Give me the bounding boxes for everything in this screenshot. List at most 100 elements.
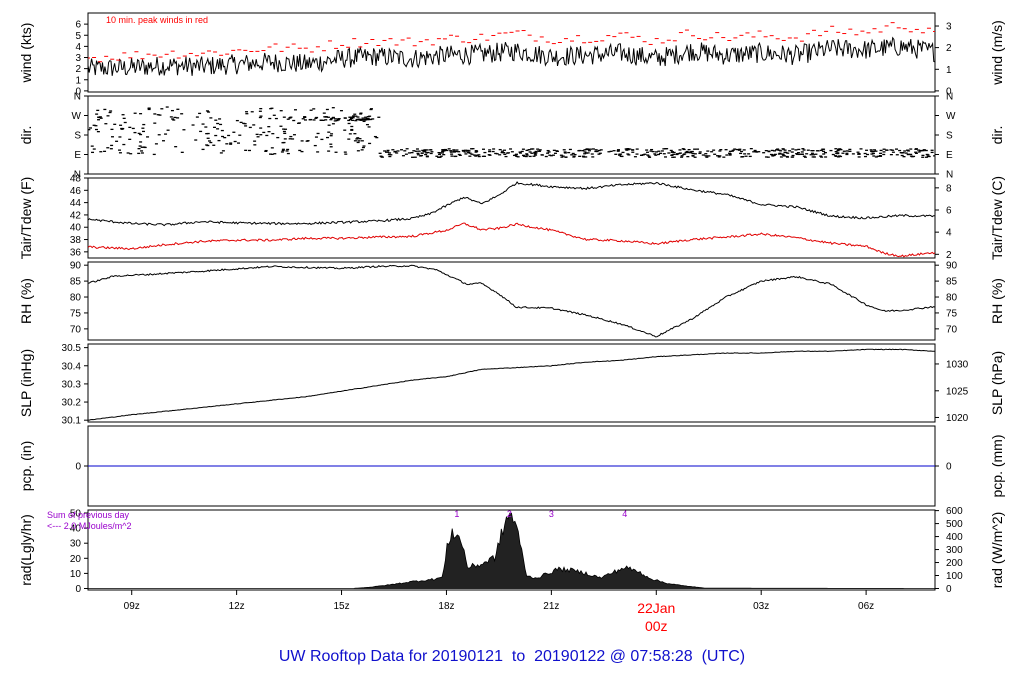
left-tick-label: 36 [70,247,82,258]
left-tick-label: 10 [70,569,82,580]
right-tick-label: 3 [946,22,952,33]
panel-pcp: 0 0 pcp. (in) pcp. (mm) [18,425,1005,507]
right-tick-label: 4 [946,228,952,239]
temp-dew-line [88,222,935,258]
time-tick-label: 09z [124,601,140,612]
right-tick-label: W [946,111,956,122]
left-tick-label: 85 [70,277,82,288]
slp-slp-line [88,348,935,421]
left-tick-label: 70 [70,324,82,335]
left-tick-label: 30.1 [62,416,82,427]
peak-wind-note: 10 min. peak winds in red [106,15,208,25]
series-group [88,348,935,421]
panel-frame [87,12,936,93]
rad-marker-label: 1 [454,509,459,519]
right-tick-label: 2 [946,250,952,261]
left-tick-label: 0 [75,86,81,97]
right-tick-label: 90 [946,261,958,272]
panel-frame [87,261,936,341]
rad-marker-label: 4 [622,509,627,519]
rh-rh-line [88,264,935,338]
rad-sum-note: Sum of previous day [47,510,130,520]
time-tick-label: 06z [858,601,874,612]
chart-footer-title: UW Rooftop Data for 20190121 to 20190122… [278,648,746,665]
rad-marker-label: 3 [549,509,554,519]
time-tick-label: 03z [753,601,769,612]
left-tick-label: S [74,131,81,142]
left-tick-label: 6 [75,20,81,31]
y-axis-label-right: wind (m/s) [989,20,1005,86]
right-tick-label: 85 [946,277,958,288]
left-tick-label: W [72,111,82,122]
right-tick-label: 2 [946,43,952,54]
left-tick-label: 4 [75,42,81,53]
left-tick-label: 38 [70,235,82,246]
right-tick-label: 500 [946,519,963,530]
panel-slp: 30.1 30.2 30.3 30.4 30.5 1020 1025 1030 SLP (inH… [18,343,1005,427]
left-tick-label: 90 [70,261,82,272]
right-tick-label: N [946,92,953,103]
right-tick-label: 300 [946,545,963,556]
left-tick-label: 48 [70,174,82,185]
time-tick-label: 12z [229,601,245,612]
y-axis-label-right: pcp. (mm) [989,435,1005,498]
right-tick-label: 80 [946,293,958,304]
y-axis-label-right: SLP (hPa) [989,351,1005,415]
y-axis-label-right: dir. [989,126,1005,145]
y-axis-label-right: Tair/Tdew (C) [989,176,1005,260]
wind-speed-line [88,36,935,76]
right-tick-label: 1025 [946,386,969,397]
left-tick-label: N [74,92,81,103]
right-tick-label: 1030 [946,359,969,370]
left-tick-label: 30.5 [62,343,82,354]
left-tick-label: 1 [75,75,81,86]
left-tick-label: E [74,150,81,161]
left-tick-label: 5 [75,31,81,42]
y-axis-label-right: rad (W/m^2) [989,512,1005,589]
series-group [88,22,935,76]
right-tick-label: 0 [946,584,952,595]
right-tick-label: 100 [946,571,963,582]
left-tick-label: 40 [70,524,82,535]
right-tick-label: S [946,131,953,142]
right-tick-label: 200 [946,558,963,569]
y-axis-label-left: rad(Lgly/hr) [18,514,34,586]
right-tick-label: 8 [946,183,952,194]
right-tick-label: 0 [946,462,952,473]
left-tick-label: 42 [70,210,82,221]
date-sub-label: 00z [645,618,668,634]
left-tick-label: 20 [70,554,82,565]
right-tick-label: 75 [946,308,958,319]
y-axis-label-left: dir. [18,126,34,145]
right-tick-label: 400 [946,532,963,543]
right-tick-label: 1 [946,65,952,76]
right-tick-label: 0 [946,86,952,97]
panel-frame [87,177,936,259]
panel-frame [87,343,936,423]
left-tick-label: 80 [70,293,82,304]
right-tick-label: N [946,170,953,181]
right-tick-label: 1020 [946,413,969,424]
panel-rad: 010203040500100200300400500600rad(Lgly/h… [18,506,1005,595]
series-group [88,181,935,258]
left-tick-label: 30.2 [62,398,82,409]
left-tick-label: 0 [75,584,81,595]
left-tick-label: 46 [70,186,82,197]
time-tick-label: 15z [333,601,349,612]
y-axis-label-right: RH (%) [989,278,1005,324]
left-tick-label: 30.4 [62,361,82,372]
time-tick-label: 21z [543,601,559,612]
panel-rh: 70 75 80 85 90 70 75 80 85 90 RH (%) RH (%) [18,261,1005,341]
y-axis-label-left: pcp. (in) [18,441,34,492]
left-tick-label: 3 [75,53,81,64]
left-tick-label: 75 [70,308,82,319]
radiation-area [88,512,935,589]
right-tick-label: 6 [946,206,952,217]
y-axis-label-left: RH (%) [18,278,34,324]
left-tick-label: 30 [70,539,82,550]
y-axis-label-left: SLP (inHg) [18,349,34,417]
